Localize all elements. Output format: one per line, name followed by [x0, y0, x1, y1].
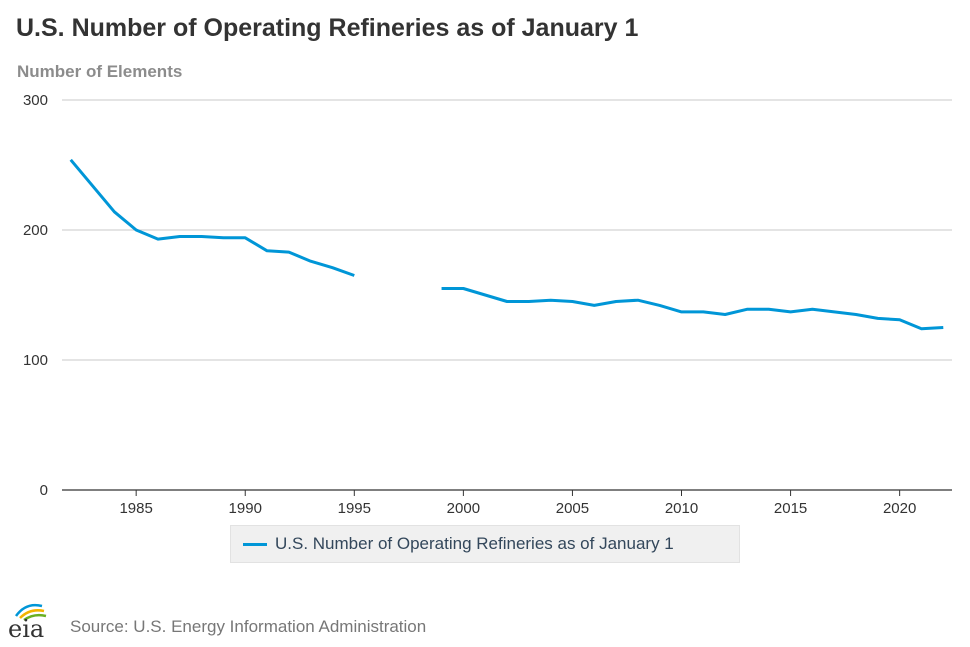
legend-label: U.S. Number of Operating Refineries as o…	[275, 534, 674, 553]
series-layer	[67, 156, 947, 333]
x-tick-label: 1985	[119, 500, 152, 517]
data-point[interactable]	[787, 308, 795, 316]
data-point[interactable]	[590, 301, 598, 309]
data-point[interactable]	[438, 285, 446, 293]
data-point[interactable]	[917, 325, 925, 333]
data-point[interactable]	[263, 247, 271, 255]
data-point[interactable]	[241, 234, 249, 242]
x-tick-label: 1990	[229, 500, 262, 517]
data-point[interactable]	[481, 291, 489, 299]
data-point[interactable]	[808, 305, 816, 313]
data-point[interactable]	[874, 314, 882, 322]
data-point[interactable]	[568, 298, 576, 306]
data-point[interactable]	[503, 298, 511, 306]
data-point[interactable]	[89, 182, 97, 190]
data-point[interactable]	[350, 272, 358, 280]
source-note: Source: U.S. Energy Information Administ…	[70, 617, 427, 636]
data-point[interactable]	[699, 308, 707, 316]
x-tick-label: 2010	[665, 500, 698, 517]
data-point[interactable]	[939, 324, 947, 332]
x-tick-label: 1995	[338, 500, 371, 517]
eia-logo-icon: eia	[8, 603, 47, 640]
x-tick-label: 2015	[774, 500, 807, 517]
legend[interactable]: U.S. Number of Operating Refineries as o…	[230, 525, 740, 563]
data-point[interactable]	[154, 235, 162, 243]
data-point[interactable]	[612, 298, 620, 306]
data-point[interactable]	[328, 264, 336, 272]
series-line[interactable]	[441, 287, 944, 331]
data-point[interactable]	[132, 226, 140, 234]
data-point[interactable]	[110, 208, 118, 216]
x-tick-label: 2020	[883, 500, 916, 517]
series-line[interactable]	[69, 158, 355, 277]
data-point[interactable]	[765, 305, 773, 313]
legend-swatch	[243, 543, 267, 546]
y-tick-label: 100	[23, 352, 48, 369]
gridlines	[62, 99, 952, 491]
y-tick-label: 300	[23, 92, 48, 109]
data-point[interactable]	[285, 248, 293, 256]
eia-logo-text: eia	[8, 615, 44, 640]
data-point[interactable]	[830, 308, 838, 316]
data-point[interactable]	[896, 316, 904, 324]
x-axis-ticks: 1985 1990 1995 2000 2005 2010 2015 2020	[119, 490, 916, 517]
data-point[interactable]	[743, 305, 751, 313]
x-tick-label: 2005	[556, 500, 589, 517]
y-tick-label: 200	[23, 222, 48, 239]
data-point[interactable]	[525, 298, 533, 306]
data-point[interactable]	[176, 233, 184, 241]
data-point[interactable]	[852, 311, 860, 319]
chart-title: U.S. Number of Operating Refineries as o…	[16, 14, 639, 42]
data-point[interactable]	[678, 308, 686, 316]
y-axis-title: Number of Elements	[17, 62, 183, 81]
y-axis-ticks: 0 100 200 300	[23, 92, 48, 499]
y-tick-label: 0	[40, 482, 48, 499]
data-point[interactable]	[219, 234, 227, 242]
data-point[interactable]	[459, 285, 467, 293]
data-point[interactable]	[198, 233, 206, 241]
data-point[interactable]	[634, 296, 642, 304]
data-point[interactable]	[547, 296, 555, 304]
data-point[interactable]	[656, 301, 664, 309]
data-point[interactable]	[721, 311, 729, 319]
data-point[interactable]	[67, 156, 75, 164]
line-chart: 0 100 200 300 1985 1990 1995 2000 2005 2010 2015 2…	[23, 92, 952, 517]
x-tick-label: 2000	[447, 500, 480, 517]
data-point[interactable]	[307, 257, 315, 265]
